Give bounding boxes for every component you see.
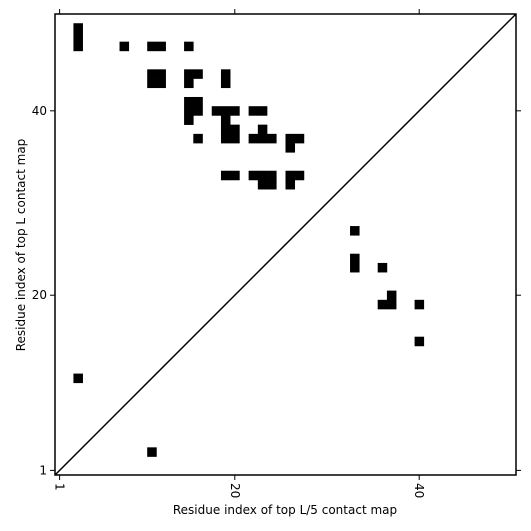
contact-cell [257, 124, 268, 135]
contact-cell [285, 143, 296, 153]
contact-cell [248, 106, 259, 116]
contact-cell [147, 447, 157, 457]
contact-cell [257, 170, 268, 181]
contact-cell [73, 23, 83, 33]
contact-cell [73, 32, 83, 42]
contact-cell [184, 106, 194, 116]
y-tick-label: 1 [39, 463, 47, 477]
contact-cell [147, 69, 157, 79]
contact-cell [285, 133, 296, 144]
contact-cell [230, 106, 240, 116]
contact-cell [147, 78, 157, 89]
contact-cell [220, 69, 231, 79]
contact-cell [248, 170, 259, 181]
contact-cell [220, 106, 231, 116]
contact-cell [73, 41, 83, 52]
contact-cell [220, 170, 231, 181]
contact-cell [220, 124, 231, 135]
contact-cell [230, 133, 240, 144]
contact-cell [377, 299, 388, 310]
contact-cell [257, 133, 268, 144]
contact-cell [414, 299, 425, 310]
contact-cell [193, 69, 203, 79]
contact-cell [267, 179, 277, 190]
contact-cell [156, 41, 166, 52]
contact-cell [156, 78, 166, 89]
contact-cell [184, 69, 194, 79]
contact-cell [230, 170, 240, 181]
contact-cell [294, 133, 305, 144]
x-tick-label: 40 [412, 483, 426, 498]
contact-cell [193, 133, 203, 144]
contact-cell [230, 124, 240, 135]
contact-cell [184, 96, 194, 107]
contact-cell [193, 106, 203, 116]
contact-cell [184, 41, 194, 52]
contact-cell [248, 133, 259, 144]
x-tick-label: 1 [53, 483, 67, 491]
contact-cell [267, 133, 277, 144]
contact-cell [350, 226, 360, 236]
contact-cell [257, 106, 268, 116]
contact-cell [386, 290, 397, 301]
contact-cell [285, 179, 296, 190]
contact-cell [211, 106, 222, 116]
contact-cell [386, 299, 397, 310]
contact-cell [294, 170, 305, 181]
contact-cell [350, 253, 360, 264]
contact-cell [285, 170, 296, 181]
contact-cell [377, 262, 388, 273]
y-tick-label: 20 [32, 288, 47, 302]
x-tick-label: 20 [228, 483, 242, 498]
contact-cell [73, 373, 83, 384]
diagonal [54, 13, 517, 476]
contact-cell [156, 69, 166, 79]
contact-cell [147, 41, 157, 52]
contact-cell [119, 41, 130, 52]
contact-cell [220, 115, 231, 125]
contact-cell [184, 78, 194, 89]
y-axis-label: Residue index of top L contact map [14, 139, 28, 352]
contact-cell [220, 133, 231, 144]
contact-cell [257, 179, 268, 190]
contact-cell [220, 78, 231, 89]
contact-cell [184, 115, 194, 125]
x-axis-label: Residue index of top L/5 contact map [173, 503, 397, 517]
contact-cell [414, 336, 425, 347]
contact-cell [350, 262, 360, 273]
plot-frame [54, 13, 517, 476]
contact-cell [267, 170, 277, 181]
contact-cell [193, 96, 203, 107]
y-tick-label: 40 [32, 104, 47, 118]
